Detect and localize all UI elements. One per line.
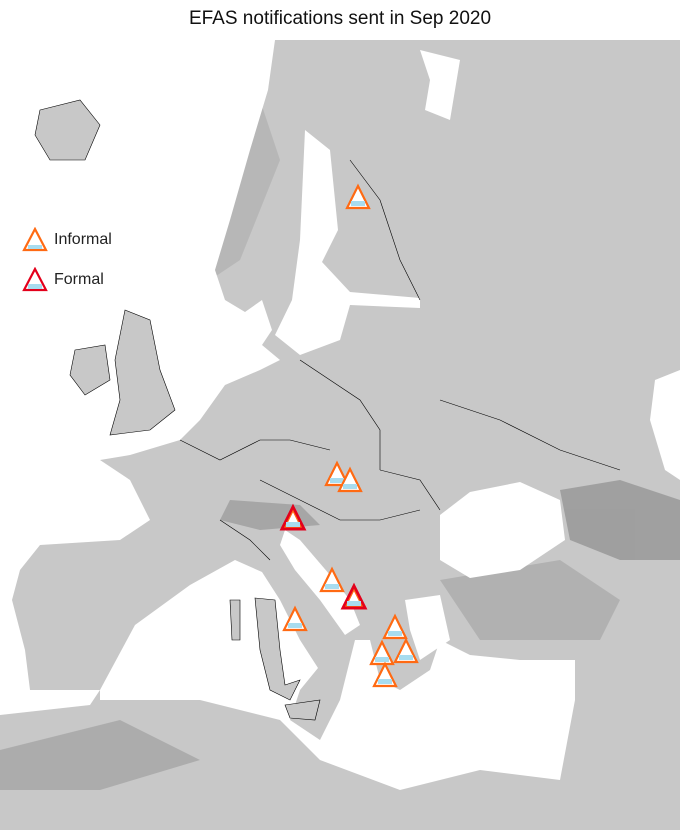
informal-notification-marker xyxy=(319,566,345,593)
legend: Informal Formal xyxy=(22,220,112,300)
map-title: EFAS notifications sent in Sep 2020 xyxy=(188,8,492,29)
ireland xyxy=(69,344,111,396)
islands xyxy=(34,99,321,721)
iceland xyxy=(34,99,101,161)
informal-notification-marker xyxy=(345,183,371,210)
legend-item-informal: Informal xyxy=(22,220,112,260)
legend-label-informal: Informal xyxy=(54,231,112,248)
legend-item-formal: Formal xyxy=(22,260,112,300)
great-britain xyxy=(109,309,176,436)
formal-notification-marker xyxy=(340,582,368,610)
informal-notification-marker xyxy=(337,466,363,493)
formal-warning-icon xyxy=(22,267,48,292)
legend-label-formal: Formal xyxy=(54,271,104,288)
informal-warning-icon xyxy=(22,227,48,252)
formal-notification-marker xyxy=(279,503,307,531)
informal-notification-marker xyxy=(372,661,398,688)
sicily xyxy=(284,699,321,721)
italy-coast xyxy=(254,597,301,701)
informal-notification-marker xyxy=(393,637,419,664)
informal-notification-marker xyxy=(282,605,308,632)
informal-notification-marker xyxy=(324,460,350,487)
notification-markers xyxy=(279,183,419,688)
informal-notification-marker xyxy=(382,613,408,640)
sardinia xyxy=(229,599,241,641)
informal-notification-marker xyxy=(369,639,395,666)
borders xyxy=(179,159,621,561)
